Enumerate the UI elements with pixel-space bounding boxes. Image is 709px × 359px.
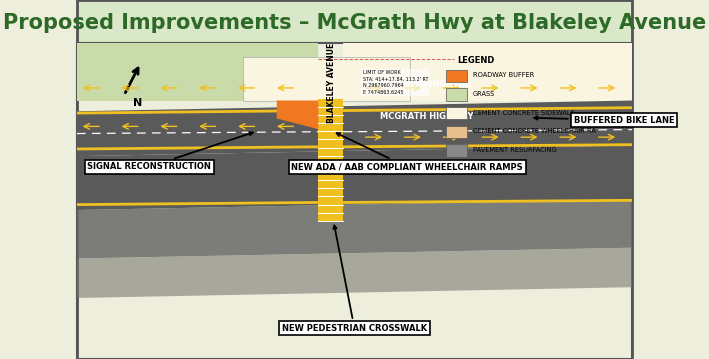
Polygon shape	[77, 43, 318, 101]
Text: BUFFERED BIKE LANE: BUFFERED BIKE LANE	[534, 116, 674, 125]
Text: LIMIT OF WORK
STA: 414+17.84, 113.2' RT
N 2967960.7964
E 7474863.6245: LIMIT OF WORK STA: 414+17.84, 113.2' RT …	[363, 70, 428, 95]
Polygon shape	[277, 101, 318, 129]
Polygon shape	[77, 199, 632, 258]
Text: LEGEND: LEGEND	[457, 56, 495, 65]
Text: SIGNAL RECONSTRUCTION: SIGNAL RECONSTRUCTION	[87, 132, 253, 172]
Bar	[446, 70, 467, 82]
Polygon shape	[77, 101, 632, 156]
Bar	[446, 107, 467, 119]
Bar	[446, 144, 467, 157]
Text: CEMENT CONCRETE WHEELCHAIR RA: CEMENT CONCRETE WHEELCHAIR RA	[473, 129, 596, 134]
Bar	[446, 126, 467, 138]
Bar	[446, 88, 467, 101]
Bar	[318, 99, 343, 221]
Polygon shape	[77, 248, 632, 298]
Text: NEW PEDESTRIAN CROSSWALK: NEW PEDESTRIAN CROSSWALK	[282, 225, 427, 333]
Text: CEMENT CONCRETE SIDEWALK: CEMENT CONCRETE SIDEWALK	[473, 110, 574, 116]
Text: BLAKELEY AVENUE: BLAKELEY AVENUE	[327, 42, 335, 123]
Text: N: N	[133, 98, 143, 108]
Text: NEW ADA / AAB COMPLIANT WHEELCHAIR RAMPS: NEW ADA / AAB COMPLIANT WHEELCHAIR RAMPS	[291, 133, 523, 172]
Bar	[77, 0, 632, 43]
Text: MCGRATH HIGHWAY: MCGRATH HIGHWAY	[380, 112, 474, 121]
Text: GRASS: GRASS	[473, 91, 495, 97]
Text: PAVEMENT RESURFACING: PAVEMENT RESURFACING	[473, 147, 557, 153]
Polygon shape	[77, 145, 632, 210]
Text: Proposed Improvements – McGrath Hwy at Blakeley Avenue: Proposed Improvements – McGrath Hwy at B…	[3, 13, 706, 33]
Text: MCGRATH HIGHWAY: MCGRATH HIGHWAY	[380, 80, 474, 89]
Polygon shape	[343, 43, 632, 101]
Polygon shape	[243, 57, 410, 101]
Text: ROADWAY BUFFER: ROADWAY BUFFER	[473, 73, 534, 78]
Bar	[77, 43, 632, 359]
